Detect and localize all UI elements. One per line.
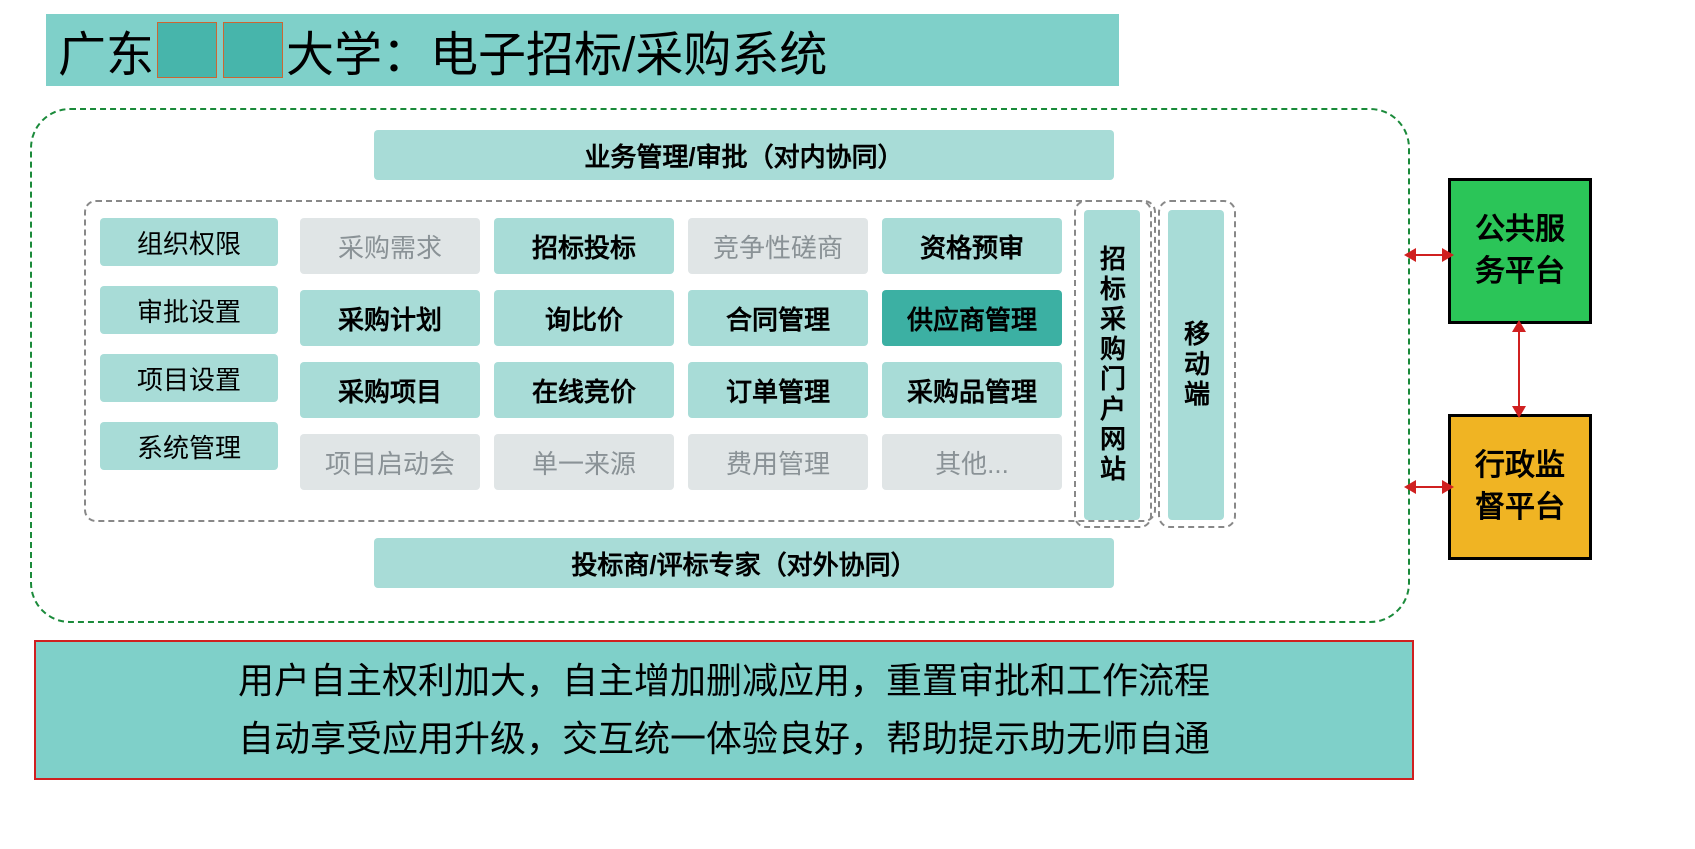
left-label: 项目设置 <box>137 360 241 397</box>
module-others: 其他... <box>882 434 1062 490</box>
module-purchase-project: 采购项目 <box>300 362 480 418</box>
title-blank-1 <box>157 22 217 78</box>
left-settings-col: 组织权限 审批设置 项目设置 系统管理 <box>100 218 278 470</box>
left-item-approval-settings: 审批设置 <box>100 286 278 334</box>
footer-description: 用户自主权利加大，自主增加删减应用，重置审批和工作流程 自动享受应用升级，交互统… <box>34 640 1414 780</box>
module-purchase-demand: 采购需求 <box>300 218 480 274</box>
left-label: 系统管理 <box>137 428 241 465</box>
module-contract-mgmt: 合同管理 <box>688 290 868 346</box>
title-text: 广东 大学：电子招标/采购系统 <box>58 15 827 85</box>
left-label: 审批设置 <box>137 292 241 329</box>
module-purchase-plan: 采购计划 <box>300 290 480 346</box>
module-kickoff-meeting: 项目启动会 <box>300 434 480 490</box>
module-supplier-mgmt: 供应商管理 <box>882 290 1062 346</box>
bottom-band-label: 投标商/评标专家（对外协同） <box>571 545 916 582</box>
arrow-between-platforms <box>1518 330 1520 408</box>
bottom-band: 投标商/评标专家（对外协同） <box>374 538 1114 588</box>
left-item-org-auth: 组织权限 <box>100 218 278 266</box>
module-order-mgmt: 订单管理 <box>688 362 868 418</box>
module-bidding: 招标投标 <box>494 218 674 274</box>
left-item-project-settings: 项目设置 <box>100 354 278 402</box>
module-single-source: 单一来源 <box>494 434 674 490</box>
title-bar: 广东 大学：电子招标/采购系统 <box>46 14 1119 86</box>
admin-supervision-platform-box: 行政监督平台 <box>1448 414 1592 560</box>
module-expense-mgmt: 费用管理 <box>688 434 868 490</box>
arrow-to-public-service <box>1414 254 1444 256</box>
mobile-column: 移动端 <box>1168 210 1224 520</box>
title-suffix: 大学：电子招标/采购系统 <box>286 15 827 85</box>
module-online-bidding: 在线竞价 <box>494 362 674 418</box>
footer-line-2: 自动享受应用升级，交互统一体验良好，帮助提示助无师自通 <box>238 710 1210 768</box>
public-service-label: 公共服务平台 <box>1463 209 1577 293</box>
public-service-platform-box: 公共服务平台 <box>1448 178 1592 324</box>
module-qualification-preaudit: 资格预审 <box>882 218 1062 274</box>
portal-label: 招标采购门户网站 <box>1094 245 1131 485</box>
top-band: 业务管理/审批（对内协同） <box>374 130 1114 180</box>
left-label: 组织权限 <box>137 224 241 261</box>
module-inquiry-compare: 询比价 <box>494 290 674 346</box>
admin-supervision-label: 行政监督平台 <box>1463 445 1577 529</box>
top-band-label: 业务管理/审批（对内协同） <box>584 137 903 174</box>
title-prefix: 广东 <box>58 15 154 85</box>
module-competitive-negotiation: 竞争性磋商 <box>688 218 868 274</box>
left-item-system-mgmt: 系统管理 <box>100 422 278 470</box>
portal-column: 招标采购门户网站 <box>1084 210 1140 520</box>
module-goods-mgmt: 采购品管理 <box>882 362 1062 418</box>
title-blank-2 <box>223 22 283 78</box>
mobile-label: 移动端 <box>1178 320 1215 410</box>
modules-grid: 采购需求 招标投标 竞争性磋商 资格预审 采购计划 询比价 合同管理 供应商管理… <box>300 218 1064 490</box>
arrow-to-admin-supervision <box>1414 486 1444 488</box>
footer-line-1: 用户自主权利加大，自主增加删减应用，重置审批和工作流程 <box>238 652 1210 710</box>
